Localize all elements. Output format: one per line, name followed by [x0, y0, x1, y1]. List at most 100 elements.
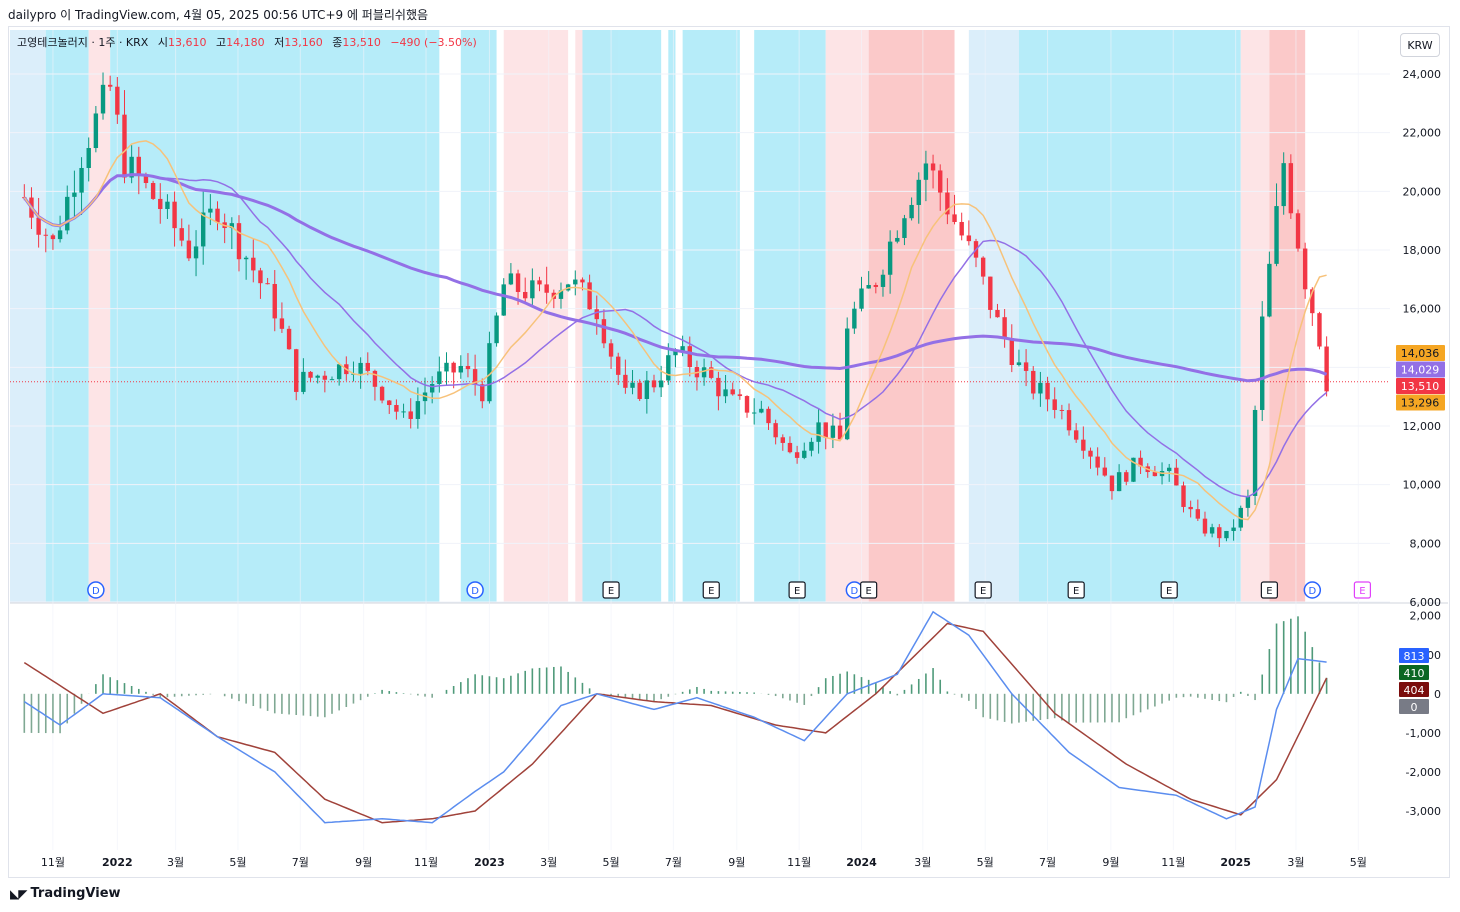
candle-body: [601, 319, 607, 344]
price-axis-badge-label: 14,036: [1401, 347, 1440, 360]
candle-body: [136, 156, 141, 176]
candle-body: [1245, 495, 1251, 508]
candle-body: [336, 364, 342, 380]
tradingview-brand[interactable]: ◣◤ TradingView: [10, 886, 121, 901]
candle-body: [1009, 338, 1014, 365]
candles: [22, 72, 1329, 548]
price-tick-label: 16,000: [1403, 303, 1442, 316]
time-tick-label: 5월: [229, 856, 246, 869]
background-band: [460, 30, 497, 602]
dividend-marker-label: D: [92, 586, 100, 597]
symbol-name[interactable]: 고영테크놀러지 · 1주 · KRX: [17, 36, 149, 49]
earnings-marker-label: E: [980, 586, 986, 597]
candle-body: [408, 411, 413, 419]
candle-body: [1310, 289, 1315, 314]
candle-body: [1224, 530, 1229, 539]
candle-body: [1023, 362, 1029, 371]
candle-body: [773, 423, 778, 438]
time-tick-label: 7월: [1039, 856, 1056, 869]
candle-body: [1138, 457, 1143, 467]
time-tick-label: 2022: [102, 856, 133, 869]
candle-body: [251, 257, 256, 271]
price-tick-label: 8,000: [1410, 537, 1442, 550]
candle-body: [523, 291, 528, 299]
dividend-marker-label: D: [471, 586, 479, 597]
earnings-marker: [1260, 581, 1278, 599]
background-bands: [10, 30, 1306, 602]
candle-body: [1281, 163, 1286, 207]
time-tick-label: 7월: [665, 856, 682, 869]
candle-body: [508, 273, 514, 285]
time-tick-label: 9월: [355, 856, 372, 869]
candle-body: [1188, 506, 1193, 510]
time-tick-label: 5월: [603, 856, 620, 869]
candle-body: [1109, 475, 1115, 492]
price-axis-badge-label: 13,296: [1401, 397, 1440, 410]
candle-body: [50, 235, 56, 240]
candle-body: [472, 369, 478, 385]
candle-body: [988, 276, 993, 310]
candle-body: [866, 285, 871, 289]
candle-body: [794, 452, 800, 458]
candle-body: [201, 212, 206, 247]
background-band: [825, 30, 869, 602]
candle-body: [286, 328, 292, 350]
background-band: [868, 30, 955, 602]
candle-body: [587, 282, 592, 310]
candle-body: [107, 84, 113, 87]
price-axis-badge-label: 13,510: [1401, 380, 1440, 393]
candle-body: [544, 284, 549, 293]
candle-body: [79, 167, 84, 193]
background-band: [754, 30, 826, 602]
candle-body: [1174, 467, 1179, 486]
macd-axis-badge-label: 813: [1404, 650, 1425, 663]
background-band: [1240, 30, 1270, 602]
candle-body: [172, 201, 177, 229]
candle-body: [837, 425, 843, 440]
earnings-marker-label: E: [866, 586, 872, 597]
candle-body: [236, 223, 242, 260]
high-label: 고: [215, 36, 227, 49]
earnings-marker-label: E: [1073, 586, 1079, 597]
moving-averages: [23, 140, 1328, 521]
candle-body: [294, 349, 299, 392]
earnings-marker: [860, 581, 878, 599]
ma-long-line: [23, 173, 1328, 383]
close-label: 종: [332, 36, 343, 49]
time-tick-label: 11월: [41, 856, 65, 869]
candle-body: [737, 394, 743, 397]
candle-body: [487, 343, 492, 402]
candle-body: [608, 343, 614, 357]
earnings-marker: [788, 581, 806, 599]
candle-body: [57, 230, 63, 240]
candle-body: [859, 288, 864, 309]
tradingview-logo-icon: ◣◤: [10, 886, 27, 901]
currency-button[interactable]: KRW: [1400, 33, 1440, 57]
candle-body: [1274, 206, 1279, 264]
candle-body: [594, 309, 599, 320]
candle-body: [501, 284, 506, 316]
macd-axis-badge: [1399, 665, 1429, 680]
candle-body: [995, 309, 1000, 318]
candle-body: [716, 377, 721, 397]
candle-body: [709, 367, 714, 378]
candle-body: [744, 396, 750, 413]
dividend-marker: [1303, 581, 1322, 599]
candle-body: [379, 386, 385, 401]
candle-body: [687, 346, 692, 368]
time-tick-label: 9월: [1102, 856, 1119, 869]
time-tick-label: 11월: [414, 856, 438, 869]
candle-body: [444, 362, 449, 372]
macd-tick-label: -1,000: [1406, 727, 1441, 740]
background-band: [1018, 30, 1241, 602]
candle-body: [802, 450, 807, 458]
price-axis-badge: [1396, 394, 1445, 411]
time-tick-label: 11월: [1161, 856, 1185, 869]
candle-body: [229, 223, 235, 229]
macd-tick-label: -3,000: [1406, 805, 1441, 818]
candle-body: [387, 400, 392, 406]
candle-body: [830, 425, 836, 438]
candle-body: [415, 401, 421, 419]
macd-panel: [23, 610, 1328, 824]
